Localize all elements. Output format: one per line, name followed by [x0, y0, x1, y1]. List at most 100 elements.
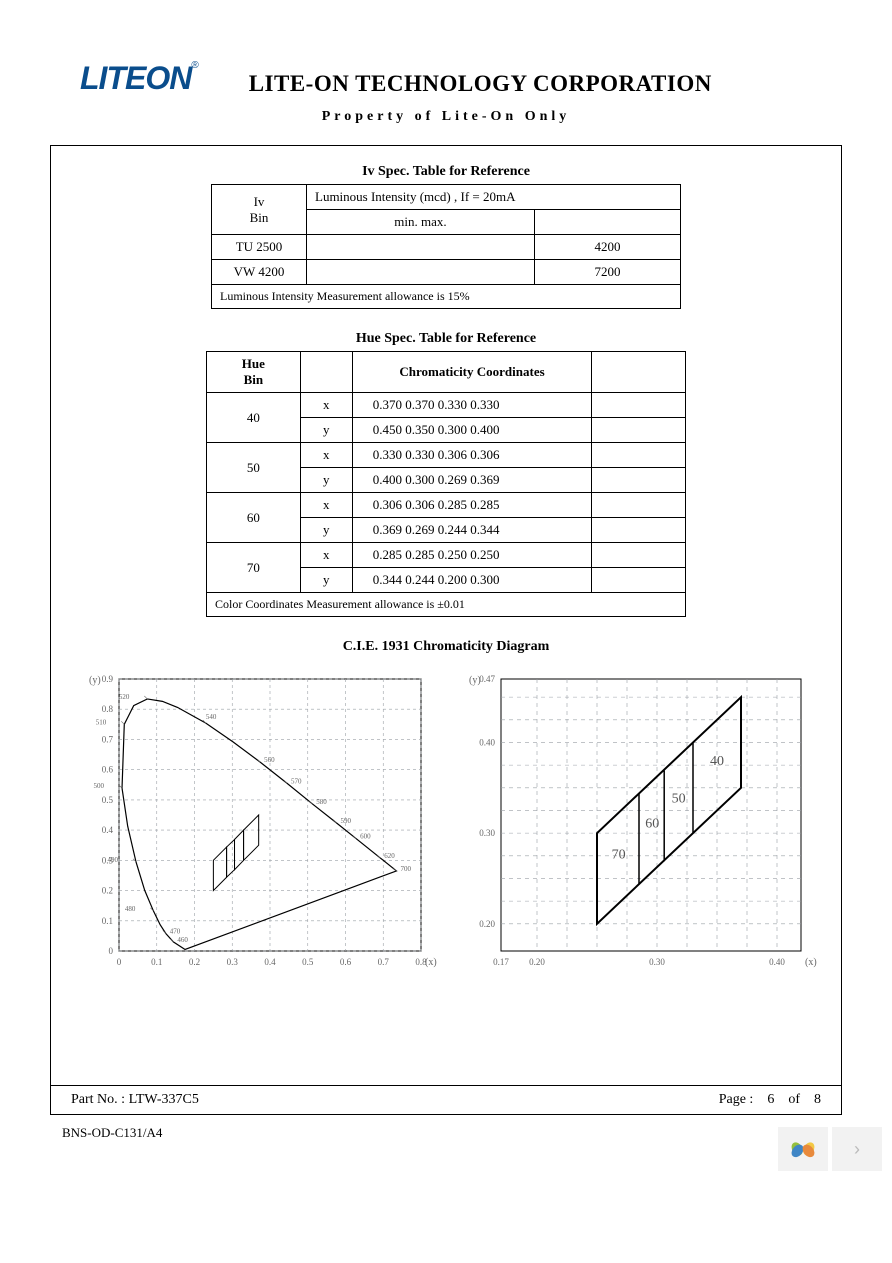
hue-bin: 40: [207, 393, 301, 443]
hue-empty: [592, 468, 686, 493]
svg-text:620: 620: [384, 852, 395, 860]
svg-text:0.6: 0.6: [340, 957, 352, 967]
iv-min-1: [307, 260, 535, 285]
svg-text:0.20: 0.20: [529, 957, 545, 967]
hue-empty: [592, 568, 686, 593]
hue-xy: y: [300, 418, 352, 443]
svg-text:0.8: 0.8: [102, 704, 114, 714]
iv-max-1: 7200: [534, 260, 680, 285]
table-row: Luminous Intensity Measurement allowance…: [212, 285, 681, 309]
hue-xvals: 0.370 0.370 0.330 0.330: [352, 393, 592, 418]
svg-text:540: 540: [206, 713, 217, 721]
hue-xvals: 0.285 0.285 0.250 0.250: [352, 543, 592, 568]
part-no: Part No. : LTW-337C5: [71, 1092, 199, 1108]
iv-hdr-bin: Iv Bin: [212, 185, 307, 235]
svg-text:600: 600: [360, 833, 371, 841]
svg-text:0.40: 0.40: [479, 737, 495, 747]
svg-text:700: 700: [400, 865, 411, 873]
pager-logo-tile[interactable]: [778, 1127, 828, 1171]
svg-text:0.4: 0.4: [102, 825, 114, 835]
svg-text:520: 520: [119, 693, 130, 701]
footer-row: Part No. : LTW-337C5 Page : 6 of 8: [51, 1085, 841, 1114]
table-row: TU 2500 4200: [212, 235, 681, 260]
svg-text:0.9: 0.9: [102, 674, 114, 684]
page-of: of: [788, 1092, 800, 1107]
svg-text:500: 500: [94, 782, 105, 790]
svg-text:0.6: 0.6: [102, 765, 114, 775]
svg-text:40: 40: [710, 754, 724, 769]
hue-xy: y: [300, 518, 352, 543]
diagram-caption: C.I.E. 1931 Chromaticity Diagram: [71, 639, 821, 655]
hue-hdr-coord: Chromaticity Coordinates: [352, 352, 592, 393]
hue-yvals: 0.369 0.269 0.244 0.344: [352, 518, 592, 543]
svg-text:560: 560: [264, 756, 275, 764]
svg-text:590: 590: [340, 817, 351, 825]
pager: ›: [778, 1127, 882, 1171]
iv-min-0: [307, 235, 535, 260]
svg-text:0.2: 0.2: [189, 957, 200, 967]
svg-text:0.40: 0.40: [769, 957, 785, 967]
cie-diagram-left: 00.10.20.30.40.50.60.70.800.10.20.30.40.…: [71, 665, 441, 985]
svg-text:0.47: 0.47: [479, 674, 495, 684]
hue-hdr-empty2: [592, 352, 686, 393]
svg-text:0.20: 0.20: [479, 919, 495, 929]
pager-next-button[interactable]: ›: [832, 1127, 882, 1171]
table-row: 50x0.330 0.330 0.306 0.306: [207, 443, 686, 468]
svg-text:60: 60: [645, 817, 659, 832]
iv-table: Iv Bin Luminous Intensity (mcd) , If = 2…: [211, 184, 681, 309]
iv-bin-1: VW 4200: [212, 260, 307, 285]
svg-text:0.30: 0.30: [649, 957, 665, 967]
hue-empty: [592, 493, 686, 518]
table-row: 60x0.306 0.306 0.285 0.285: [207, 493, 686, 518]
iv-max-0: 4200: [534, 235, 680, 260]
hue-caption: Hue Spec. Table for Reference: [71, 331, 821, 347]
svg-text:470: 470: [170, 927, 181, 935]
svg-text:0.7: 0.7: [102, 734, 114, 744]
hue-note: Color Coordinates Measurement allowance …: [207, 593, 686, 617]
part-no-label: Part No. :: [71, 1092, 125, 1107]
company-title: LITE-ON TECHNOLOGY CORPORATION: [249, 71, 712, 97]
svg-text:0.30: 0.30: [479, 828, 495, 838]
hue-bin: 70: [207, 543, 301, 593]
hue-xy: x: [300, 393, 352, 418]
svg-text:0.2: 0.2: [102, 886, 113, 896]
page-label: Page :: [719, 1092, 754, 1107]
svg-text:570: 570: [291, 777, 302, 785]
svg-text:510: 510: [96, 718, 107, 726]
hue-empty: [592, 393, 686, 418]
svg-text:(y): (y): [469, 675, 481, 686]
hue-xy: x: [300, 443, 352, 468]
svg-text:0: 0: [109, 946, 114, 956]
svg-text:0.3: 0.3: [227, 957, 239, 967]
iv-hdr-empty: [534, 210, 680, 235]
doc-footer: BNS-OD-C131/A4: [62, 1125, 842, 1141]
hue-table: Hue Bin Chromaticity Coordinates 40x0.37…: [206, 351, 686, 617]
hue-xy: y: [300, 468, 352, 493]
logo: LITEON®: [80, 60, 199, 97]
hue-empty: [592, 418, 686, 443]
content-frame: Iv Spec. Table for Reference Iv Bin Lumi…: [50, 145, 842, 1115]
svg-text:0.17: 0.17: [493, 957, 509, 967]
hue-empty: [592, 518, 686, 543]
hue-yvals: 0.400 0.300 0.269 0.369: [352, 468, 592, 493]
svg-text:0.1: 0.1: [151, 957, 162, 967]
hue-bin: 60: [207, 493, 301, 543]
page-current: 6: [767, 1092, 774, 1107]
svg-text:0.1: 0.1: [102, 916, 113, 926]
svg-text:580: 580: [316, 798, 327, 806]
svg-text:50: 50: [672, 791, 686, 806]
hue-xy: x: [300, 493, 352, 518]
flower-icon: [789, 1135, 817, 1163]
svg-text:70: 70: [612, 848, 626, 863]
svg-text:0: 0: [117, 957, 122, 967]
table-row: Color Coordinates Measurement allowance …: [207, 593, 686, 617]
table-row: VW 4200 7200: [212, 260, 681, 285]
chevron-right-icon: ›: [854, 1139, 860, 1160]
hue-xvals: 0.306 0.306 0.285 0.285: [352, 493, 592, 518]
page-info: Page : 6 of 8: [719, 1092, 821, 1108]
svg-text:(x): (x): [805, 957, 817, 968]
hue-yvals: 0.344 0.244 0.200 0.300: [352, 568, 592, 593]
svg-text:0.4: 0.4: [264, 957, 276, 967]
table-row: 40x0.370 0.370 0.330 0.330: [207, 393, 686, 418]
iv-caption: Iv Spec. Table for Reference: [71, 164, 821, 180]
